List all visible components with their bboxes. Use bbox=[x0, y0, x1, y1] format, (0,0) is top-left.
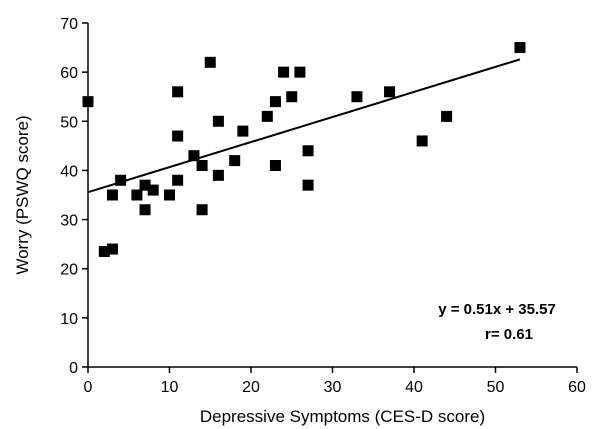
x-tick-label: 40 bbox=[405, 379, 423, 396]
y-axis-title: Worry (PSWQ score) bbox=[13, 115, 32, 274]
data-point bbox=[196, 160, 208, 172]
data-point bbox=[286, 91, 298, 103]
data-point bbox=[384, 86, 396, 98]
x-tick-labels: 0 10 20 30 40 50 60 bbox=[84, 379, 586, 396]
data-point bbox=[302, 179, 314, 191]
data-point bbox=[261, 110, 273, 122]
x-tick-label: 60 bbox=[568, 379, 586, 396]
data-point bbox=[115, 174, 127, 186]
x-tick-marks bbox=[87, 367, 578, 373]
data-point bbox=[164, 189, 175, 201]
data-point bbox=[139, 179, 151, 191]
data-point bbox=[147, 184, 159, 196]
regression-equation: y = 0.51x + 35.57 bbox=[438, 301, 556, 318]
y-tick-label: 70 bbox=[60, 16, 78, 33]
y-tick-labels: 0 10 20 30 40 50 60 70 bbox=[60, 16, 78, 377]
x-tick-label: 0 bbox=[84, 379, 93, 396]
data-point bbox=[278, 66, 290, 78]
data-point bbox=[106, 189, 118, 201]
x-tick-label: 50 bbox=[487, 379, 505, 396]
data-point bbox=[188, 150, 200, 162]
x-axis-title: Depressive Symptoms (CES-D score) bbox=[200, 407, 485, 426]
data-point bbox=[98, 246, 110, 258]
data-point bbox=[82, 96, 94, 108]
data-point bbox=[212, 169, 224, 181]
y-tick-label: 40 bbox=[60, 163, 78, 180]
data-point bbox=[269, 96, 281, 108]
data-point bbox=[172, 174, 184, 186]
x-tick-label: 20 bbox=[242, 379, 260, 396]
data-point bbox=[204, 56, 216, 68]
correlation-value: r= 0.61 bbox=[485, 326, 533, 343]
data-points bbox=[82, 42, 526, 258]
x-tick-label: 30 bbox=[324, 379, 342, 396]
y-tick-marks bbox=[82, 22, 88, 368]
data-point bbox=[172, 86, 184, 98]
y-tick-label: 30 bbox=[60, 213, 78, 230]
data-point bbox=[441, 110, 453, 122]
data-point bbox=[172, 130, 184, 142]
data-point bbox=[416, 135, 428, 147]
data-point bbox=[106, 243, 118, 255]
y-tick-label: 50 bbox=[60, 114, 78, 131]
data-point bbox=[294, 66, 306, 78]
data-point bbox=[302, 145, 314, 157]
y-tick-label: 10 bbox=[60, 311, 78, 328]
data-point bbox=[229, 155, 241, 167]
data-point bbox=[212, 115, 224, 127]
data-point bbox=[351, 91, 363, 103]
data-point bbox=[131, 189, 143, 201]
data-point bbox=[139, 204, 151, 216]
data-point bbox=[196, 204, 208, 216]
data-point bbox=[514, 42, 526, 54]
y-tick-label: 20 bbox=[60, 262, 78, 279]
data-point bbox=[269, 160, 281, 172]
y-tick-label: 60 bbox=[60, 65, 78, 82]
data-point bbox=[237, 125, 249, 137]
trend-line bbox=[87, 58, 521, 194]
y-tick-label: 0 bbox=[69, 360, 78, 377]
x-tick-label: 10 bbox=[161, 379, 179, 396]
